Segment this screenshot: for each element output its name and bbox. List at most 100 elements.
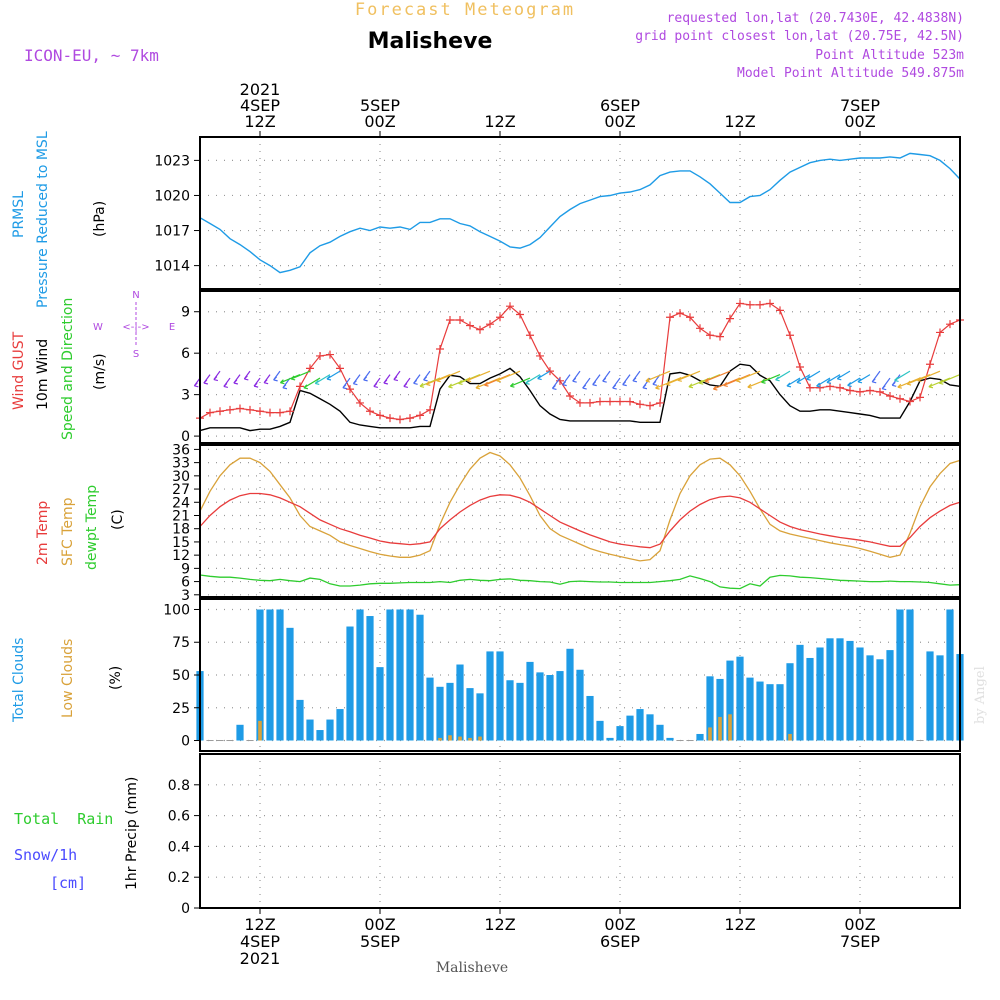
wind-arrow bbox=[939, 374, 961, 384]
wind-arrow-head bbox=[761, 378, 766, 384]
y-tick-label: 1014 bbox=[154, 259, 190, 275]
gust-point bbox=[486, 320, 494, 329]
total-cloud-bar bbox=[876, 659, 884, 741]
footer-location: Malisheve bbox=[436, 960, 508, 976]
wind-arrow-head bbox=[894, 376, 899, 383]
wind-arrow-head bbox=[723, 382, 728, 388]
precip-labels: Total Rain Snow/1h [cm] 1hr Precip (mm) bbox=[14, 777, 140, 892]
bottom-time-label: 12Z bbox=[724, 915, 755, 934]
gust-point bbox=[306, 364, 314, 373]
wind-arrow-head bbox=[383, 379, 389, 385]
total-cloud-bar bbox=[356, 609, 364, 741]
total-cloud-bar bbox=[716, 678, 724, 741]
gust-point bbox=[366, 407, 374, 416]
gust-point bbox=[696, 324, 704, 333]
wind-arrow-head bbox=[712, 385, 718, 391]
wind-arrow-head bbox=[326, 375, 332, 381]
gust-point bbox=[756, 300, 764, 309]
total-cloud-bar bbox=[606, 737, 614, 741]
y-tick-label: 0 bbox=[181, 429, 190, 445]
y-tick-label: 0 bbox=[181, 901, 190, 917]
total-cloud-bar bbox=[786, 663, 794, 741]
gust-point bbox=[456, 316, 464, 325]
wind-arrow bbox=[496, 370, 521, 382]
total-cloud-bar bbox=[456, 664, 464, 741]
wind-arrow bbox=[314, 374, 331, 384]
low-cloud-bar bbox=[258, 720, 262, 741]
gust-point bbox=[266, 408, 274, 417]
gust-point bbox=[376, 411, 384, 420]
temp-2m-line bbox=[199, 492, 961, 549]
top-time-label: 4SEP bbox=[240, 96, 280, 115]
total-cloud-bar bbox=[496, 651, 504, 741]
y-tick-label: 33 bbox=[172, 456, 190, 472]
y-tick-label: 0.6 bbox=[168, 809, 190, 825]
gust-point bbox=[716, 332, 724, 341]
wind-arrow-head bbox=[826, 379, 832, 385]
wind-arrow bbox=[326, 370, 341, 380]
bottom-time-label: 4SEP bbox=[240, 932, 280, 951]
wind-arrow bbox=[419, 377, 441, 387]
total-cloud-bar bbox=[926, 651, 934, 741]
low-cloud-bar bbox=[448, 735, 452, 741]
bottom-time-label: 00Z bbox=[844, 915, 875, 934]
prmsl-label: PRMSL bbox=[11, 191, 27, 238]
sfc-temp-label: SFC Temp bbox=[60, 497, 76, 566]
bottom-time-label: 7SEP bbox=[840, 932, 880, 951]
wind-arrow-head bbox=[193, 382, 199, 388]
wind-arrow-head bbox=[393, 376, 399, 382]
wind-arrow-head bbox=[253, 382, 259, 388]
y-tick-label: 21 bbox=[172, 508, 190, 524]
wind-arrow-head bbox=[537, 375, 542, 381]
gust-point bbox=[846, 386, 854, 395]
bottom-time-label: 6SEP bbox=[600, 932, 640, 951]
total-cloud-bar bbox=[866, 655, 874, 741]
total-cloud-bar bbox=[896, 609, 904, 741]
gust-point bbox=[226, 405, 234, 414]
direction-label: Speed and Direction bbox=[60, 298, 76, 440]
total-cloud-bar bbox=[886, 650, 894, 741]
dewpoint-line bbox=[199, 574, 961, 590]
y-tick-label: 1023 bbox=[154, 153, 190, 169]
temp-unit: (C) bbox=[110, 509, 126, 530]
wind-arrow-head bbox=[857, 378, 863, 384]
gust-point bbox=[516, 310, 524, 319]
snow-label: Snow/1h bbox=[14, 846, 77, 864]
wind-arrow-head bbox=[562, 381, 567, 387]
pressure-unit: (hPa) bbox=[92, 201, 108, 237]
panel-frame bbox=[199, 290, 961, 444]
wind-arrow-head bbox=[806, 375, 811, 381]
compass-rose: N S W E <-|-> bbox=[93, 290, 175, 360]
wind-arrow-head bbox=[475, 384, 481, 390]
gust-point bbox=[916, 393, 924, 402]
wind-arrow-head bbox=[677, 376, 682, 382]
wind-arrow-head bbox=[642, 384, 648, 390]
wind-arrow-head bbox=[928, 383, 934, 389]
total-cloud-bar bbox=[646, 714, 654, 741]
wind-arrow-head bbox=[423, 376, 428, 382]
wind-arrow-head bbox=[688, 383, 694, 389]
total-cloud-bar bbox=[236, 724, 244, 741]
total-cloud-bar bbox=[266, 609, 274, 741]
low-cloud-bar bbox=[728, 714, 732, 741]
total-cloud-bar bbox=[486, 651, 494, 741]
wind-arrow-head bbox=[897, 383, 902, 389]
wind-arrow-head bbox=[632, 377, 638, 383]
wind-arrow bbox=[747, 377, 771, 388]
gust-point bbox=[326, 350, 334, 359]
wind-arrow bbox=[826, 374, 841, 383]
bottom-time-label: 00Z bbox=[604, 915, 635, 934]
gust-point bbox=[856, 387, 864, 396]
total-cloud-bar bbox=[846, 640, 854, 741]
wind-arrow-head bbox=[552, 384, 557, 390]
top-time-label: 00Z bbox=[844, 112, 875, 131]
bottom-time-label: 12Z bbox=[484, 915, 515, 934]
panel-frame bbox=[199, 444, 961, 598]
gust-point bbox=[586, 398, 594, 407]
gust-point bbox=[686, 313, 694, 322]
total-cloud-bar bbox=[796, 644, 804, 741]
gust-point bbox=[736, 299, 744, 308]
gust-point bbox=[386, 414, 394, 423]
wind-arrow-head bbox=[509, 382, 515, 388]
gust-point bbox=[646, 401, 654, 410]
